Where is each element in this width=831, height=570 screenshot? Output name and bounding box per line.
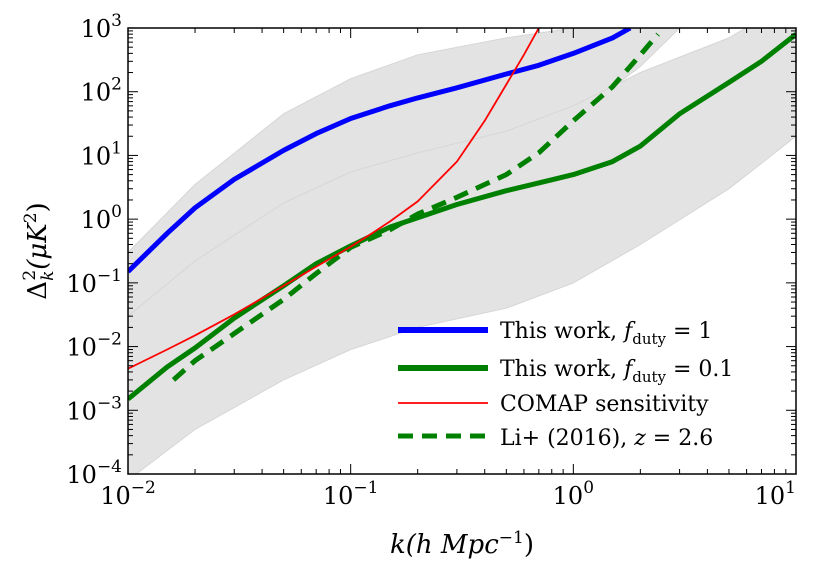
plot-frame (127, 27, 797, 475)
x-axis-label: k(h Mpc−1) (390, 528, 534, 560)
band-1 (128, 28, 796, 474)
x-tick-label: 10−1 (323, 478, 379, 510)
legend-swatch-fduty-1 (398, 327, 488, 333)
y-tick-label: 10−1 (66, 266, 122, 298)
legend-label-fduty-0-1: This work, fduty = 0.1 (500, 357, 733, 386)
series-line-1 (128, 32, 796, 402)
x-axis-label-sup: −1 (499, 528, 524, 548)
legend-label-li2016: Li+ (2016), z = 2.6 (500, 426, 713, 451)
y-axis-label-sup: 2 (20, 270, 40, 281)
x-axis-label-tail: ) (524, 530, 534, 560)
x-tick-label: 101 (755, 478, 796, 510)
y-axis-label: Δk2(μK2) (20, 202, 58, 299)
series-line-2 (128, 28, 540, 370)
y-tick-label: 100 (81, 202, 122, 234)
y-tick-label: 102 (81, 75, 122, 107)
legend-label-fduty-1: This work, fduty = 1 (500, 319, 712, 348)
uncertainty-bands (128, 28, 796, 474)
legend-swatch-fduty-0-1 (398, 365, 488, 371)
axis-ticks (127, 28, 796, 475)
x-axis-label-main: k(h Mpc (390, 530, 499, 560)
series-line-3 (171, 32, 660, 382)
data-series (128, 28, 796, 402)
y-axis-label-sup2: 2 (21, 212, 41, 223)
x-tick-label: 10−2 (100, 478, 156, 510)
series-line-0 (128, 28, 632, 274)
y-tick-label: 10−2 (66, 330, 122, 362)
y-tick-label: 10−3 (66, 393, 122, 425)
x-tick-label: 100 (553, 478, 594, 510)
legend: This work, fduty = 1 This work, fduty = … (398, 319, 733, 451)
y-tick-labels: 10−4 10−3 10−2 10−1 100 101 102 103 (66, 11, 122, 489)
y-axis-label-tail: ) (23, 202, 53, 212)
y-axis-label-delta: Δ (23, 281, 53, 300)
y-tick-label: 10−4 (66, 457, 122, 489)
y-tick-label: 103 (81, 11, 122, 43)
y-tick-label: 101 (81, 138, 122, 170)
y-axis-label-main: (μK (23, 222, 53, 270)
y-axis-label-sub: k (38, 271, 58, 281)
x-tick-labels: 10−2 10−1 100 101 (100, 478, 796, 510)
legend-label-comap: COMAP sensitivity (500, 392, 709, 417)
